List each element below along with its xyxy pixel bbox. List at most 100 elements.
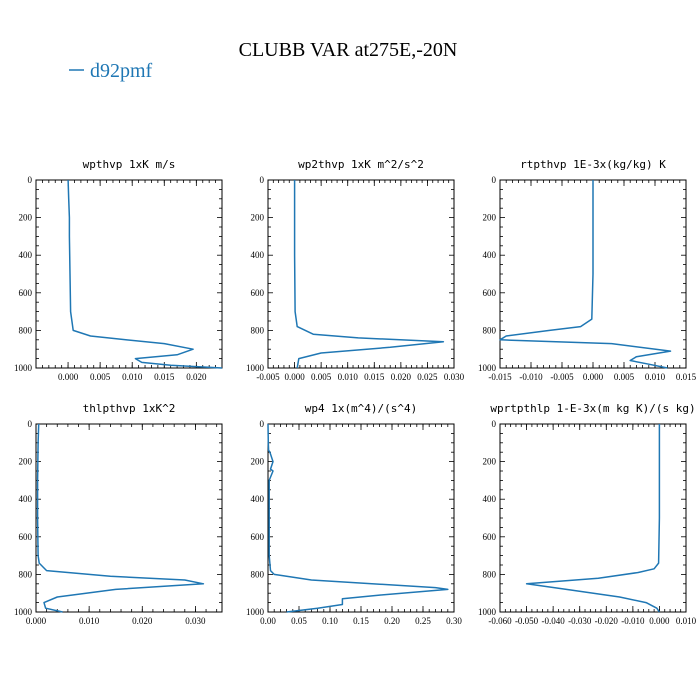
x-tick-label: -0.010 — [519, 372, 543, 382]
y-tick-label: 600 — [251, 288, 265, 298]
y-tick-label: 1000 — [478, 363, 497, 373]
legend: d92pmf — [69, 60, 153, 82]
plot-frame — [267, 423, 455, 613]
x-tick-label: 0.015 — [364, 372, 385, 382]
y-tick-label: 600 — [19, 288, 33, 298]
x-tick-label: -0.050 — [515, 616, 539, 626]
y-tick-label: 400 — [19, 494, 33, 504]
y-tick-label: 200 — [251, 213, 265, 223]
x-tick-label: 0.000 — [26, 616, 47, 626]
y-tick-label: 0 — [28, 175, 33, 185]
y-tick-label: 200 — [251, 457, 265, 467]
y-tick-label: 200 — [19, 457, 33, 467]
y-tick-label: 600 — [19, 532, 33, 542]
panel-title: wprtpthlp 1-E-3x(m kg K)/(s kg) — [490, 402, 695, 415]
y-tick-label: 400 — [483, 494, 497, 504]
y-tick-label: 200 — [19, 213, 33, 223]
y-tick-label: 400 — [19, 250, 33, 260]
panel-title: wpthvp 1xK m/s — [83, 158, 176, 171]
series-line — [293, 180, 445, 369]
x-tick-label: 0.020 — [391, 372, 412, 382]
x-tick-label: -0.020 — [595, 616, 619, 626]
y-tick-label: 0 — [492, 419, 497, 429]
x-tick-label: 0.30 — [446, 616, 462, 626]
y-tick-label: 1000 — [246, 363, 265, 373]
x-tick-label: 0.025 — [417, 372, 438, 382]
x-tick-label: 0.010 — [338, 372, 359, 382]
plot-frame — [267, 179, 455, 369]
series-line — [499, 180, 672, 369]
x-tick-label: 0.005 — [90, 372, 111, 382]
x-tick-label: -0.005 — [550, 372, 574, 382]
x-tick-label: -0.060 — [488, 616, 512, 626]
y-tick-label: 200 — [483, 213, 497, 223]
y-tick-label: 800 — [19, 569, 33, 579]
y-tick-label: 800 — [19, 325, 33, 335]
x-tick-label: 0.030 — [444, 372, 465, 382]
x-tick-label: 0.020 — [132, 616, 153, 626]
x-tick-label: 0.15 — [353, 616, 369, 626]
x-tick-label: -0.030 — [568, 616, 592, 626]
y-tick-label: 0 — [28, 419, 33, 429]
y-tick-label: 1000 — [14, 607, 33, 617]
x-tick-label: 0.10 — [322, 616, 338, 626]
panel-1: wpthvp 1xK m/s 0 200 400 600 800 1000 0.000 0.00… — [14, 158, 223, 382]
x-tick-label: 0.005 — [614, 372, 635, 382]
panel-title: thlpthvp 1xK^2 — [83, 402, 176, 415]
y-tick-label: 600 — [483, 288, 497, 298]
series-line — [525, 424, 661, 613]
legend-label: d92pmf — [90, 60, 153, 82]
y-tick-label: 0 — [260, 175, 265, 185]
x-tick-label: 0.000 — [284, 372, 305, 382]
panel-title: wp4 1x(m^4)/(s^4) — [305, 402, 418, 415]
y-tick-label: 200 — [483, 457, 497, 467]
x-tick-label: 0.010 — [645, 372, 666, 382]
x-tick-label: 0.000 — [649, 616, 670, 626]
y-tick-label: 1000 — [478, 607, 497, 617]
y-tick-label: 400 — [251, 250, 265, 260]
series-line — [36, 423, 205, 613]
x-tick-label: 0.20 — [384, 616, 400, 626]
series-line — [67, 179, 223, 369]
x-tick-label: -0.010 — [621, 616, 645, 626]
x-tick-label: 0.00 — [260, 616, 276, 626]
x-tick-label: 0.010 — [676, 616, 697, 626]
x-tick-label: 0.015 — [676, 372, 697, 382]
x-tick-label: 0.010 — [122, 372, 143, 382]
series-line — [267, 423, 449, 613]
y-tick-label: 1000 — [14, 363, 33, 373]
x-tick-label: 0.005 — [311, 372, 332, 382]
y-tick-label: 400 — [251, 494, 265, 504]
x-tick-label: -0.015 — [488, 372, 512, 382]
y-tick-label: 1000 — [246, 607, 265, 617]
figure-title: CLUBB VAR at275E,-20N — [239, 39, 458, 61]
x-tick-label: 0.015 — [154, 372, 175, 382]
y-tick-label: 800 — [483, 325, 497, 335]
x-tick-label: 0.030 — [185, 616, 206, 626]
y-tick-label: 800 — [483, 569, 497, 579]
panel-title: wp2thvp 1xK m^2/s^2 — [298, 158, 424, 171]
x-tick-label: 0.000 — [583, 372, 604, 382]
x-tick-label: -0.005 — [256, 372, 280, 382]
y-tick-label: 400 — [483, 250, 497, 260]
panel-6: wprtpthlp 1-E-3x(m kg K)/(s kg) 0 200 400 60… — [478, 402, 697, 626]
x-tick-label: -0.040 — [542, 616, 566, 626]
y-tick-label: 600 — [483, 532, 497, 542]
panel-3: rtpthvp 1E-3x(kg/kg) K02004006008001000-… — [478, 158, 697, 382]
y-tick-label: 0 — [260, 419, 265, 429]
panel-2: wp2thvp 1xK m^2/s^2 0 200 400 600 800 1000-0.0… — [246, 158, 465, 382]
y-tick-label: 800 — [251, 569, 265, 579]
y-tick-label: 600 — [251, 532, 265, 542]
y-tick-label: 0 — [492, 175, 497, 185]
y-tick-label: 800 — [251, 325, 265, 335]
x-tick-label: 0.05 — [291, 616, 307, 626]
x-tick-label: 0.25 — [415, 616, 431, 626]
x-tick-label: 0.020 — [186, 372, 207, 382]
x-tick-label: 0.010 — [79, 616, 100, 626]
panel-title: rtpthvp 1E-3x(kg/kg) K — [520, 158, 666, 171]
x-tick-label: 0.000 — [58, 372, 79, 382]
